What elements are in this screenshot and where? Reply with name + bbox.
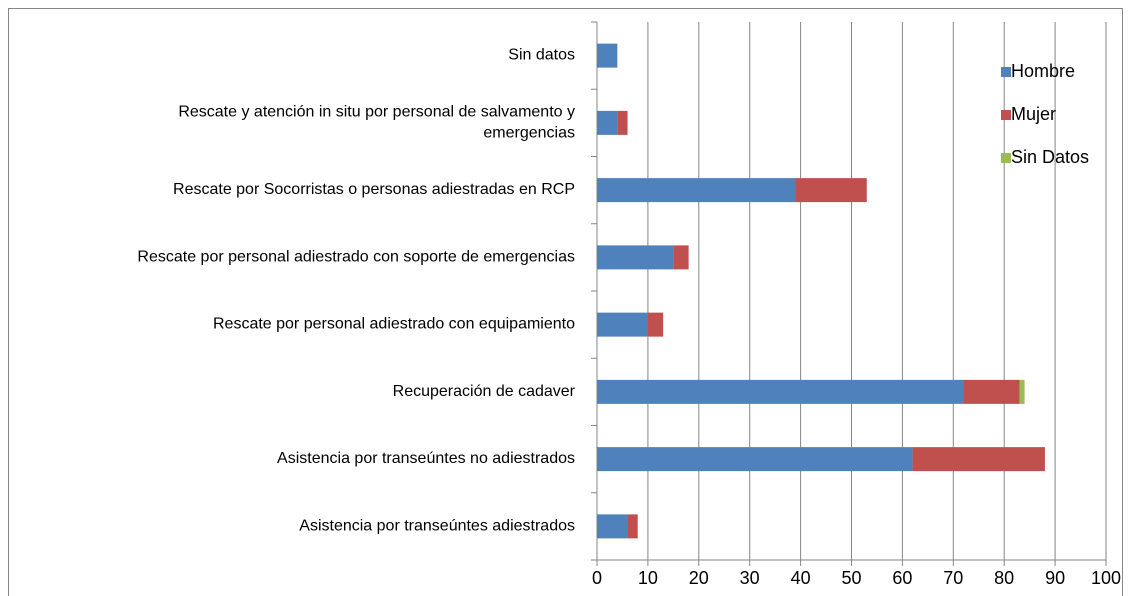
y-tick-label: Asistencia por transeúntes adiestrados	[299, 518, 575, 535]
x-tick-label: 90	[1045, 568, 1065, 588]
x-tick-label: 100	[1091, 568, 1121, 588]
bar-segment	[963, 379, 1020, 404]
bar-segment	[597, 379, 964, 404]
bar-segment	[647, 312, 664, 337]
bar-segment	[795, 178, 867, 203]
legend-swatch	[1001, 153, 1011, 163]
bar-segment	[1019, 379, 1025, 404]
legend-label: Sin Datos	[1011, 147, 1089, 167]
bar-segment	[912, 447, 1045, 472]
y-tick-label: Asistencia por transeúntes no adiestrado…	[277, 450, 575, 467]
chart-border	[8, 8, 1123, 596]
x-tick-label: 20	[689, 568, 709, 588]
y-tick-label: Rescate por personal adiestrado con equi…	[213, 316, 575, 333]
bar-segment	[673, 245, 689, 270]
x-tick-label: 80	[994, 568, 1014, 588]
bar-segment	[597, 312, 648, 337]
y-tick-label: Rescate y atención in situ por personal …	[178, 104, 575, 142]
x-tick-label: 40	[791, 568, 811, 588]
y-tick-label: Rescate por Socorristas o personas adies…	[173, 181, 575, 198]
bar-segment	[617, 110, 628, 135]
y-tick-label: Rescate por personal adiestrado con sopo…	[137, 249, 575, 266]
x-tick-label: 10	[638, 568, 658, 588]
bar-segment	[597, 110, 618, 135]
y-tick-label: Sin datos	[508, 47, 575, 64]
x-tick-label: 50	[841, 568, 861, 588]
bar-segment	[627, 514, 638, 539]
legend-label: Mujer	[1011, 104, 1056, 124]
bar-segment	[597, 447, 913, 472]
y-tick-label: Recuperación de cadaver	[393, 383, 576, 400]
bar-segment	[597, 178, 796, 203]
x-tick-label: 0	[592, 568, 602, 588]
bar-segment	[597, 245, 674, 270]
x-tick-label: 60	[892, 568, 912, 588]
x-tick-label: 30	[740, 568, 760, 588]
legend-label: Hombre	[1011, 61, 1075, 81]
x-tick-label: 70	[943, 568, 963, 588]
bar-segment	[597, 514, 628, 539]
bar-segment	[597, 43, 618, 68]
legend-swatch	[1001, 110, 1011, 120]
legend-swatch	[1001, 67, 1011, 77]
